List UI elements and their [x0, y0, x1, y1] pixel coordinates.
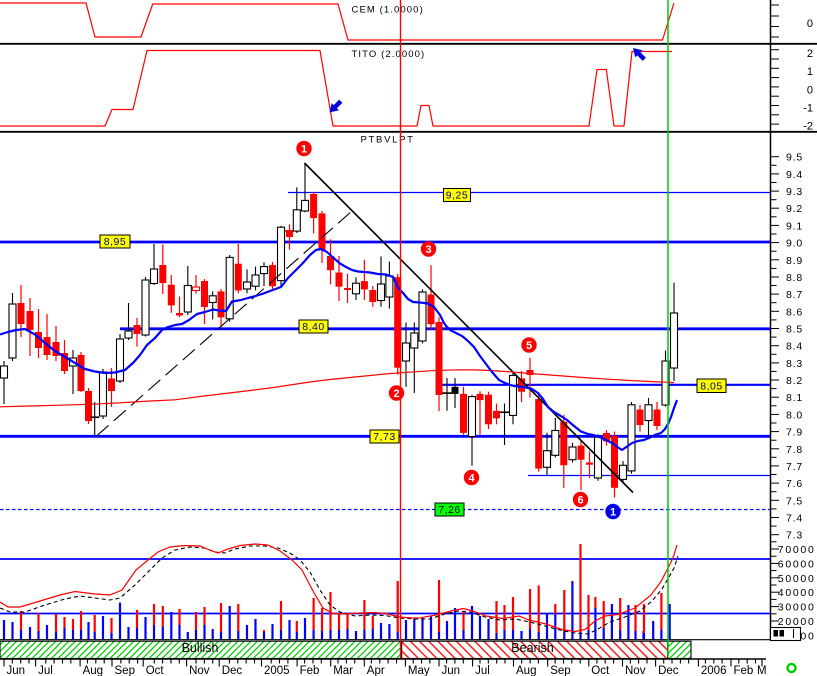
svg-text:Jul: Jul	[38, 665, 53, 676]
svg-text:9.5: 9.5	[786, 152, 803, 164]
svg-text:7.3: 7.3	[786, 530, 803, 542]
svg-text:-1: -1	[803, 102, 813, 114]
svg-text:8.9: 8.9	[786, 255, 803, 267]
svg-text:Sep: Sep	[550, 665, 570, 676]
svg-text:2006: 2006	[701, 665, 727, 676]
svg-text:1: 1	[301, 143, 307, 155]
svg-text:Aug: Aug	[83, 665, 103, 676]
svg-text:Bullish: Bullish	[182, 641, 219, 655]
svg-text:70000: 70000	[778, 544, 816, 556]
svg-text:9.0: 9.0	[786, 238, 803, 250]
svg-text:Oct: Oct	[591, 665, 610, 676]
svg-text:4: 4	[468, 472, 475, 484]
svg-text:7.7: 7.7	[786, 461, 803, 473]
svg-text:0: 0	[807, 84, 813, 96]
svg-text:60000: 60000	[778, 558, 816, 570]
svg-text:7.4: 7.4	[786, 513, 803, 525]
svg-text:Jun: Jun	[442, 665, 461, 676]
svg-text:8.6: 8.6	[786, 306, 803, 318]
svg-text:2005: 2005	[264, 665, 290, 676]
svg-text:8.8: 8.8	[786, 272, 803, 284]
svg-text:8.7: 8.7	[786, 289, 803, 301]
svg-text:8.3: 8.3	[786, 358, 803, 370]
svg-text:Nov: Nov	[189, 665, 210, 676]
svg-text:Feb: Feb	[300, 665, 320, 676]
svg-text:30000: 30000	[778, 602, 816, 614]
svg-text:3: 3	[425, 244, 431, 256]
svg-text:Oct: Oct	[146, 665, 165, 676]
svg-text:Jul: Jul	[475, 665, 490, 676]
svg-text:May: May	[408, 665, 430, 676]
svg-text:8.0: 8.0	[786, 409, 803, 421]
svg-text:5: 5	[526, 340, 532, 352]
svg-text:8.1: 8.1	[786, 392, 803, 404]
svg-text:9.2: 9.2	[786, 203, 803, 215]
svg-text:Mar: Mar	[333, 665, 353, 676]
svg-text:9.3: 9.3	[786, 186, 803, 198]
svg-text:-2: -2	[803, 121, 813, 133]
svg-text:9.1: 9.1	[786, 220, 803, 232]
svg-text:Nov: Nov	[625, 665, 646, 676]
svg-text:8,40: 8,40	[302, 321, 324, 333]
svg-text:Apr: Apr	[367, 665, 385, 676]
svg-text:TITO (2.0000): TITO (2.0000)	[352, 49, 426, 60]
svg-text:Dec: Dec	[222, 665, 243, 676]
svg-text:7.6: 7.6	[786, 478, 803, 490]
svg-text:8.2: 8.2	[786, 375, 803, 387]
svg-text:9.4: 9.4	[786, 169, 803, 181]
svg-text:Bearish: Bearish	[511, 641, 553, 655]
svg-text:2: 2	[807, 48, 813, 60]
svg-text:8,05: 8,05	[700, 381, 722, 393]
svg-text:PTBVLPT: PTBVLPT	[361, 134, 415, 145]
svg-text:Sep: Sep	[115, 665, 135, 676]
svg-text:CEM (1.0000): CEM (1.0000)	[352, 5, 424, 16]
svg-text:0: 0	[807, 18, 813, 30]
svg-text:M: M	[757, 665, 767, 676]
svg-text:Aug: Aug	[516, 665, 536, 676]
svg-text:Dec: Dec	[658, 665, 679, 676]
svg-text:8,95: 8,95	[104, 236, 126, 248]
svg-text:7.9: 7.9	[786, 427, 803, 439]
svg-text:1: 1	[610, 506, 616, 518]
svg-text:8.4: 8.4	[786, 341, 803, 353]
svg-text:2: 2	[393, 388, 399, 400]
svg-text:40000: 40000	[778, 587, 816, 599]
svg-text:7.8: 7.8	[786, 444, 803, 456]
svg-text:7,26: 7,26	[438, 504, 460, 516]
svg-text:7.5: 7.5	[786, 495, 803, 507]
svg-text:9,25: 9,25	[446, 190, 468, 202]
svg-text:1: 1	[807, 66, 813, 78]
svg-text:50000: 50000	[778, 573, 816, 585]
svg-text:Jun: Jun	[7, 665, 26, 676]
svg-text:7,73: 7,73	[373, 431, 395, 443]
svg-text:Feb: Feb	[734, 665, 754, 676]
svg-text:8.5: 8.5	[786, 324, 803, 336]
svg-text:20000: 20000	[778, 616, 816, 628]
svg-text:6: 6	[577, 494, 583, 506]
